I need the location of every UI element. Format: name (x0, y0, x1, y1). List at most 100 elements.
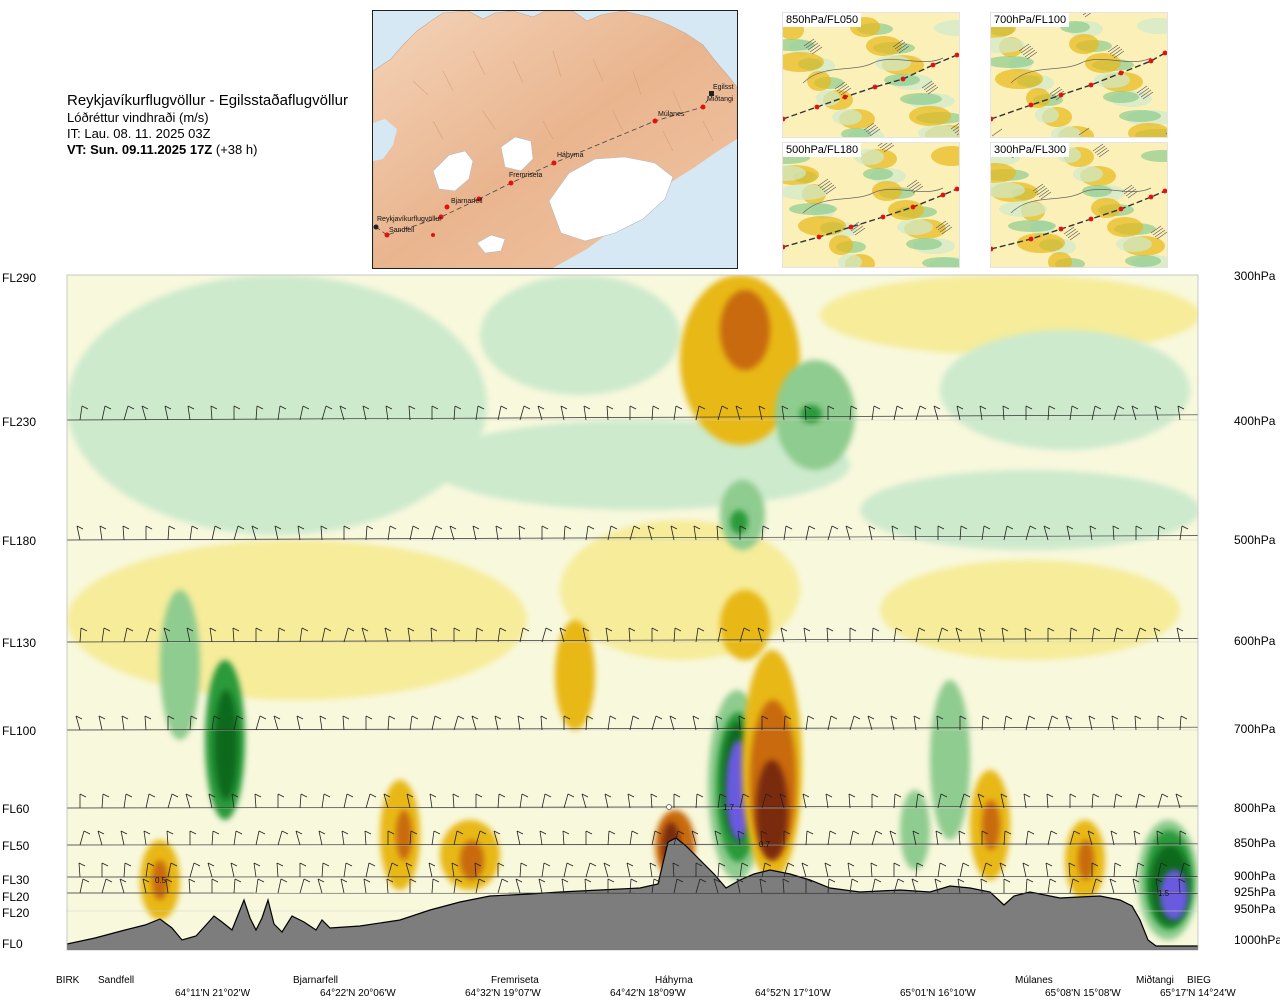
wind-barb (673, 830, 679, 846)
wind-barb-feather (474, 258, 480, 261)
wind-barb (122, 525, 125, 541)
wind-barb (343, 793, 348, 809)
wind-barb-feather (230, 258, 236, 261)
wind-barb (299, 793, 302, 809)
wind-barb (341, 830, 345, 846)
wind-barb-feather (782, 878, 790, 883)
wind-barb-feather (1155, 878, 1163, 883)
wind-barb (233, 715, 238, 731)
wind-barb (717, 862, 720, 878)
wind-barb-feather (522, 627, 530, 632)
wind-barb (804, 405, 807, 421)
panel-field-cell (783, 39, 815, 51)
wind-barb-feather (234, 878, 242, 883)
wind-barb (253, 862, 257, 878)
waypoint-hahyrna (551, 160, 557, 166)
wind-barb-feather (1049, 878, 1057, 883)
panel-wind-barb (1024, 49, 1036, 58)
panel-coastline (1010, 187, 1152, 214)
wind-barb (802, 793, 807, 809)
wind-barb-feather (807, 715, 815, 720)
wind-barb-feather (801, 862, 809, 867)
wind-barb-feather (692, 715, 700, 720)
wind-barb (762, 258, 764, 272)
map-label-sandfell: Sandfell (389, 227, 415, 234)
wind-barb-feather (1045, 862, 1053, 867)
wind-barb (759, 878, 763, 894)
wind-barb (1133, 830, 1137, 846)
wind-barb-feather (853, 715, 861, 720)
wind-barb (497, 258, 498, 272)
wind-barb (585, 715, 588, 731)
waypoint-birk (373, 224, 379, 230)
wind-barb (981, 715, 984, 731)
panel-field-cell (991, 56, 1034, 68)
wind-barb-feather (1157, 715, 1165, 720)
wind-barb-feather (720, 627, 728, 632)
wind-barb (672, 862, 675, 878)
wind-barb (717, 627, 722, 643)
wind-barb (651, 715, 657, 731)
wind-barb (119, 878, 125, 894)
wind-barb-feather (299, 862, 307, 867)
panel-field-cell (1035, 107, 1059, 123)
wind-barb-feather (1024, 627, 1032, 632)
wind-barb-feather (318, 830, 326, 835)
wind-barb-feather (1046, 793, 1054, 798)
wind-barb-feather (493, 830, 501, 835)
wind-barb (516, 830, 521, 846)
wind-barb-feather (1008, 258, 1014, 261)
panel-field-cell (991, 182, 1025, 198)
fl-label: FL30 (2, 873, 30, 887)
wind-barb-feather (713, 878, 721, 883)
panel-wind-barb (941, 226, 953, 235)
glacier-langjokull (432, 150, 474, 192)
wind-barb-feather (386, 878, 394, 883)
wind-barb (209, 627, 213, 643)
field-cell (720, 290, 770, 370)
wind-barb (431, 525, 437, 541)
wind-barb-feather (785, 525, 793, 530)
panel-waypoint (816, 234, 822, 240)
wind-barb (870, 862, 873, 878)
wind-barb (761, 862, 766, 878)
wind-barb-feather (499, 627, 507, 632)
issue-time: IT: Lau. 08. 11. 2025 03Z (67, 126, 211, 141)
wind-barb-feather (410, 830, 418, 835)
wind-barb (497, 405, 502, 421)
wind-barb-feather (1111, 715, 1119, 720)
wind-barb-feather (363, 878, 371, 883)
wind-barb (538, 878, 543, 894)
wind-barb (1135, 793, 1140, 809)
wind-barb-feather (147, 862, 155, 867)
wind-barb (537, 405, 543, 421)
wind-barb-feather (957, 878, 965, 883)
wind-barb-feather (721, 405, 729, 410)
wind-barb-feather (875, 830, 883, 835)
wind-barb (123, 862, 126, 878)
wind-barb (471, 715, 477, 731)
panel-wind-barb (1154, 229, 1166, 238)
wind-barb-feather (274, 525, 282, 530)
wind-barb-feather (83, 830, 91, 835)
wind-barb-feather (389, 525, 397, 530)
wind-barb-feather (213, 715, 221, 720)
wind-barb (387, 525, 391, 541)
panel-field-cell (1082, 185, 1112, 197)
panel-wind-barb (877, 143, 883, 147)
panel-wind-barb (881, 143, 893, 151)
wind-barb (188, 878, 191, 894)
wind-barb-feather (345, 862, 353, 867)
panel-wind-barb (925, 84, 937, 93)
wind-barb (1177, 405, 1181, 421)
wind-barb-feather (236, 715, 244, 720)
panel-waypoint (1058, 92, 1064, 98)
wind-barb (429, 793, 433, 809)
wind-barb-feather (214, 525, 222, 530)
wind-barb-feather (559, 627, 567, 632)
wind-barb-feather (303, 878, 311, 883)
panel-waypoint (1162, 188, 1167, 194)
wind-barb-feather (1069, 793, 1077, 798)
panel-wind-barb (1069, 232, 1081, 241)
wind-barb (277, 830, 283, 846)
